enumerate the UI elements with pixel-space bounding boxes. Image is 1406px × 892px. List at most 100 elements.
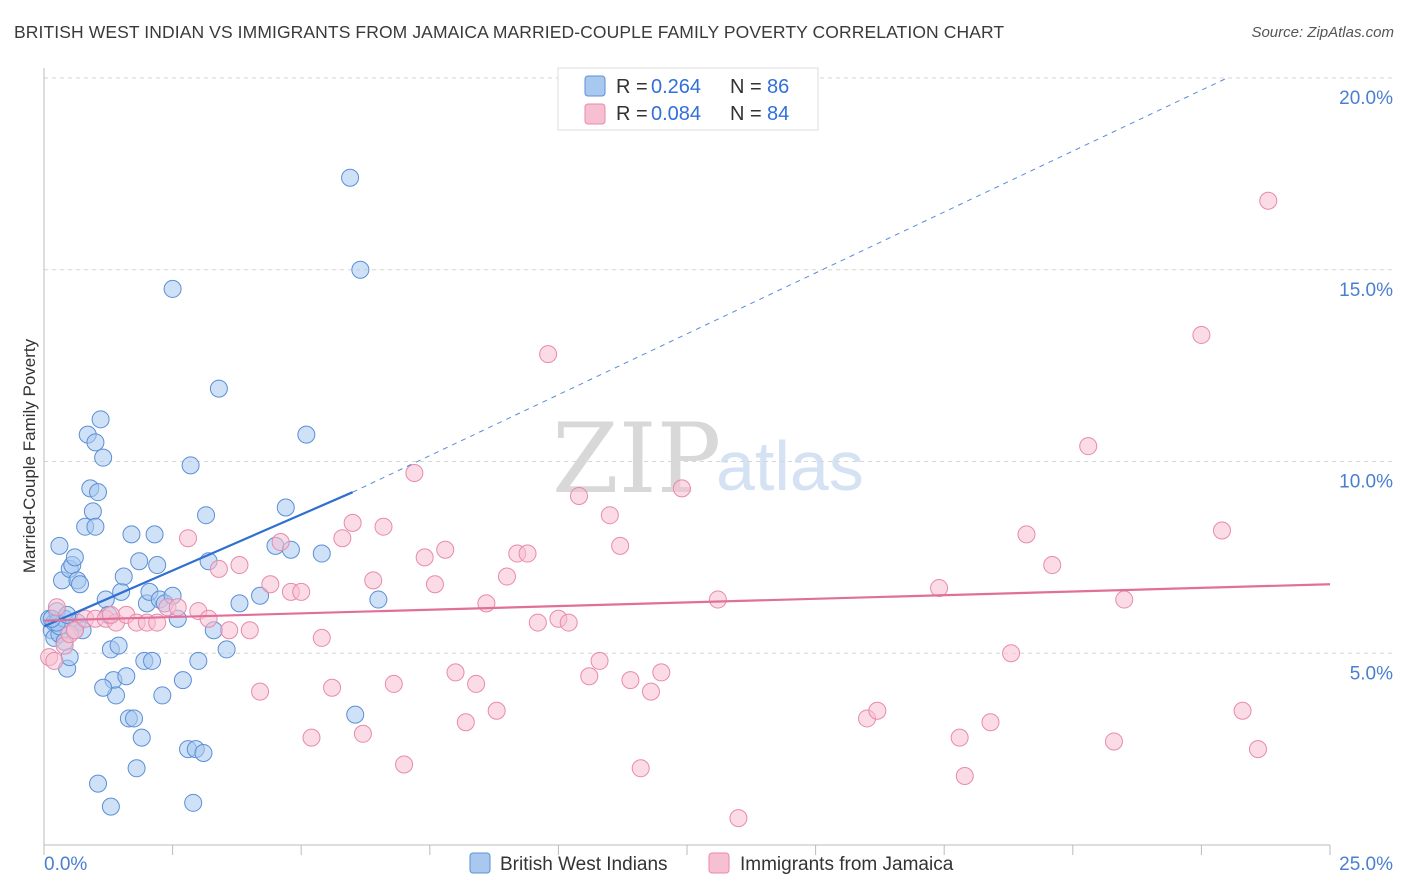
trend-lines bbox=[43, 77, 1331, 628]
legend-n-label: N = bbox=[730, 103, 762, 125]
axes bbox=[43, 68, 1331, 855]
data-point bbox=[83, 502, 102, 521]
data-point bbox=[101, 605, 120, 624]
data-point bbox=[114, 567, 133, 586]
series-british-west-indians bbox=[40, 168, 388, 816]
legend: R = 0.264 N = 86 R = 0.084 N = 84 bbox=[557, 67, 819, 131]
data-point bbox=[343, 513, 362, 532]
data-point bbox=[384, 674, 403, 693]
data-point bbox=[71, 575, 90, 594]
data-point bbox=[163, 279, 182, 298]
data-point bbox=[487, 701, 506, 720]
legend-n-value: 84 bbox=[767, 103, 789, 125]
data-point bbox=[168, 598, 187, 617]
data-point bbox=[456, 713, 475, 732]
data-point bbox=[569, 487, 588, 506]
data-point bbox=[1115, 590, 1134, 609]
data-point bbox=[132, 728, 151, 747]
data-point bbox=[143, 651, 162, 670]
legend-r-value: 0.084 bbox=[651, 103, 701, 125]
data-point bbox=[148, 556, 167, 575]
data-point bbox=[611, 536, 630, 555]
data-point bbox=[1212, 521, 1231, 540]
data-point bbox=[1079, 437, 1098, 456]
x-tick-label-min: 0.0% bbox=[44, 854, 87, 875]
data-point bbox=[312, 628, 331, 647]
data-point bbox=[181, 456, 200, 475]
data-point bbox=[189, 651, 208, 670]
data-point bbox=[94, 678, 113, 697]
data-point bbox=[580, 667, 599, 686]
data-point bbox=[130, 552, 149, 571]
data-point bbox=[47, 598, 66, 617]
data-point bbox=[518, 544, 537, 563]
data-point bbox=[230, 556, 249, 575]
data-point bbox=[173, 671, 192, 690]
data-point bbox=[145, 525, 164, 544]
data-point bbox=[436, 540, 455, 559]
data-point bbox=[91, 410, 110, 429]
bottom-legend-swatch-pink bbox=[708, 852, 730, 874]
data-point bbox=[351, 260, 370, 279]
data-point bbox=[652, 663, 671, 682]
bottom-legend-swatch-blue bbox=[469, 852, 491, 874]
data-point bbox=[600, 506, 619, 525]
data-point bbox=[89, 774, 108, 793]
data-point bbox=[930, 579, 949, 598]
data-point bbox=[184, 793, 203, 812]
data-point bbox=[292, 582, 311, 601]
data-point bbox=[109, 636, 128, 655]
data-point bbox=[199, 609, 218, 628]
data-point bbox=[86, 517, 105, 536]
data-point bbox=[341, 168, 360, 187]
legend-r-value: 0.264 bbox=[651, 76, 701, 98]
data-point bbox=[209, 559, 228, 578]
data-point bbox=[346, 705, 365, 724]
data-point bbox=[251, 682, 270, 701]
legend-swatch-pink bbox=[584, 103, 606, 125]
data-point bbox=[590, 651, 609, 670]
data-point bbox=[415, 548, 434, 567]
data-point bbox=[621, 671, 640, 690]
data-point bbox=[230, 594, 249, 613]
data-point bbox=[333, 529, 352, 548]
data-point bbox=[153, 686, 172, 705]
data-point bbox=[528, 613, 547, 632]
trend-line-pink bbox=[43, 583, 1331, 622]
data-point bbox=[708, 590, 727, 609]
data-point bbox=[369, 590, 388, 609]
data-point bbox=[65, 621, 84, 640]
chart-source: Source: ZipAtlas.com bbox=[1251, 24, 1394, 41]
data-point bbox=[672, 479, 691, 498]
data-point bbox=[94, 448, 113, 467]
y-tick-label: 15.0% bbox=[1339, 280, 1393, 301]
data-point bbox=[497, 567, 516, 586]
data-point bbox=[86, 433, 105, 452]
data-point bbox=[50, 536, 69, 555]
data-point bbox=[1192, 325, 1211, 344]
data-point bbox=[1002, 644, 1021, 663]
data-point bbox=[217, 640, 236, 659]
y-tick-label: 10.0% bbox=[1339, 472, 1393, 493]
data-point bbox=[45, 651, 64, 670]
y-tick-label: 5.0% bbox=[1350, 663, 1393, 684]
data-point bbox=[559, 613, 578, 632]
data-point bbox=[209, 379, 228, 398]
data-point bbox=[297, 425, 316, 444]
data-point bbox=[1043, 556, 1062, 575]
data-point bbox=[425, 575, 444, 594]
data-point bbox=[220, 621, 239, 640]
y-tick-labels: 5.0% 10.0% 15.0% 20.0% bbox=[1339, 88, 1393, 684]
bottom-legend: British West Indians Immigrants from Jam… bbox=[469, 852, 954, 875]
trend-line-blue-extension bbox=[352, 77, 1228, 493]
data-point bbox=[179, 529, 198, 548]
data-point bbox=[1259, 191, 1278, 210]
legend-r-label: R = bbox=[616, 76, 648, 98]
data-point bbox=[364, 571, 383, 590]
data-point bbox=[1104, 732, 1123, 751]
data-point bbox=[955, 766, 974, 785]
legend-r-label: R = bbox=[616, 103, 648, 125]
legend-n-label: N = bbox=[730, 76, 762, 98]
legend-n-value: 86 bbox=[767, 76, 789, 98]
